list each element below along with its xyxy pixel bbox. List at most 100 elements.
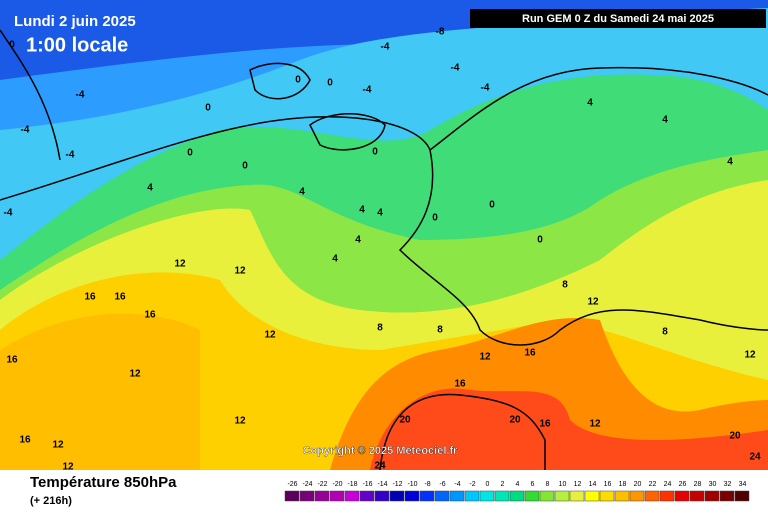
contour-label: -4 — [66, 150, 75, 161]
contour-label: -4 — [76, 90, 85, 101]
contour-label: 12 — [62, 462, 74, 473]
legend: -26 -24 -22 -20 -18 -16 -14 -12 -10 -8 -6 -4 -2 0 2 4 6 8… — [284, 481, 750, 502]
contour-label: -4 — [381, 42, 390, 53]
contour-label: 12 — [587, 297, 599, 308]
contour-label: 16 — [144, 310, 156, 321]
time-label: 1:00 locale — [26, 34, 128, 56]
contour-label: 12 — [174, 259, 186, 270]
legend-swatch — [524, 490, 540, 502]
contour-label: 16 — [539, 419, 551, 430]
contour-label: 8 — [437, 325, 443, 336]
legend-label: -22 — [317, 481, 327, 488]
contour-label: 24 — [749, 452, 761, 463]
legend-swatch — [464, 490, 480, 502]
legend-label: -18 — [347, 481, 357, 488]
contour-label: 0 — [9, 40, 15, 51]
legend-swatch — [509, 490, 525, 502]
legend-label: 12 — [574, 481, 582, 488]
contour-label: 4 — [147, 183, 153, 194]
legend-swatch — [494, 490, 510, 502]
copyright: Copyright © 2025 Meteociel.fr — [303, 445, 459, 457]
legend-label: -26 — [287, 481, 297, 488]
legend-label: -24 — [302, 481, 312, 488]
legend-swatch — [629, 490, 645, 502]
contour-label: 16 — [524, 348, 536, 359]
contour-label: 4 — [355, 235, 361, 246]
contour-label: 4 — [359, 205, 365, 216]
contour-label: 16 — [19, 435, 31, 446]
legend-swatch — [284, 490, 300, 502]
contour-label: 16 — [84, 292, 96, 303]
contour-label: 0 — [372, 147, 378, 158]
legend-swatch — [599, 490, 615, 502]
legend-swatch — [299, 490, 315, 502]
legend-label: 18 — [619, 481, 627, 488]
contour-label: 20 — [399, 415, 411, 426]
contour-label: -4 — [4, 208, 13, 219]
contour-label: 4 — [662, 115, 668, 126]
legend-label: 20 — [634, 481, 642, 488]
legend-label: 24 — [664, 481, 672, 488]
contour-label: 12 — [589, 419, 601, 430]
contour-label: 12 — [52, 440, 64, 451]
contour-label: 12 — [479, 352, 491, 363]
legend-label: 32 — [724, 481, 732, 488]
legend-label: 14 — [589, 481, 597, 488]
contour-label: 8 — [562, 280, 568, 291]
contour-label: 4 — [299, 187, 305, 198]
temperature-field — [0, 0, 768, 470]
variable-label: Température 850hPa — [30, 474, 177, 491]
contour-label: 4 — [332, 254, 338, 265]
legend-label: -12 — [392, 481, 402, 488]
contour-label: 0 — [295, 75, 301, 86]
legend-swatch — [614, 490, 630, 502]
legend-swatch — [479, 490, 495, 502]
contour-label: 8 — [662, 327, 668, 338]
legend-swatch — [659, 490, 675, 502]
legend-swatch — [719, 490, 735, 502]
legend-swatch — [554, 490, 570, 502]
legend-swatch — [389, 490, 405, 502]
contour-label: 8 — [377, 323, 383, 334]
run-box — [470, 9, 766, 28]
contour-label: 16 — [454, 379, 466, 390]
legend-label: 34 — [739, 481, 747, 488]
contour-label: -8 — [436, 27, 445, 38]
legend-label: -2 — [469, 481, 475, 488]
coastlines — [0, 29, 768, 471]
legend-swatch — [689, 490, 705, 502]
legend-swatch — [449, 490, 465, 502]
legend-swatch — [569, 490, 585, 502]
contour-label: -4 — [363, 85, 372, 96]
legend-swatch — [404, 490, 420, 502]
legend-swatch — [329, 490, 345, 502]
legend-label: -16 — [362, 481, 372, 488]
legend-label: 22 — [649, 481, 657, 488]
contour-label: 4 — [587, 98, 593, 109]
contour-label: 20 — [509, 415, 521, 426]
legend-label: 2 — [501, 481, 505, 488]
contour-labels: 0 -4 -4 -4 -4 -4 -4 -4 -4 -8 0 0 0 0 0 0 4 4 4 4 4 4 4 4 4 12 12 16… — [4, 27, 761, 473]
legend-label: 10 — [559, 481, 567, 488]
legend-label: -10 — [407, 481, 417, 488]
contour-label: 4 — [377, 208, 383, 219]
contour-label: 16 — [6, 355, 18, 366]
legend-label: 26 — [679, 481, 687, 488]
legend-swatch — [644, 490, 660, 502]
contour-label: -4 — [481, 83, 490, 94]
legend-label: -6 — [439, 481, 445, 488]
legend-label: 6 — [531, 481, 535, 488]
legend-swatch — [314, 490, 330, 502]
contour-label: 12 — [129, 369, 141, 380]
contour-label: 12 — [264, 330, 276, 341]
legend-label: -14 — [377, 481, 387, 488]
legend-label: -8 — [424, 481, 430, 488]
contour-label: 12 — [744, 350, 756, 361]
lead-label: (+ 216h) — [30, 495, 72, 507]
run-label: Run GEM 0 Z du Samedi 24 mai 2025 — [522, 13, 714, 25]
legend-swatch — [374, 490, 390, 502]
legend-swatch — [674, 490, 690, 502]
contour-label: 0 — [432, 213, 438, 224]
